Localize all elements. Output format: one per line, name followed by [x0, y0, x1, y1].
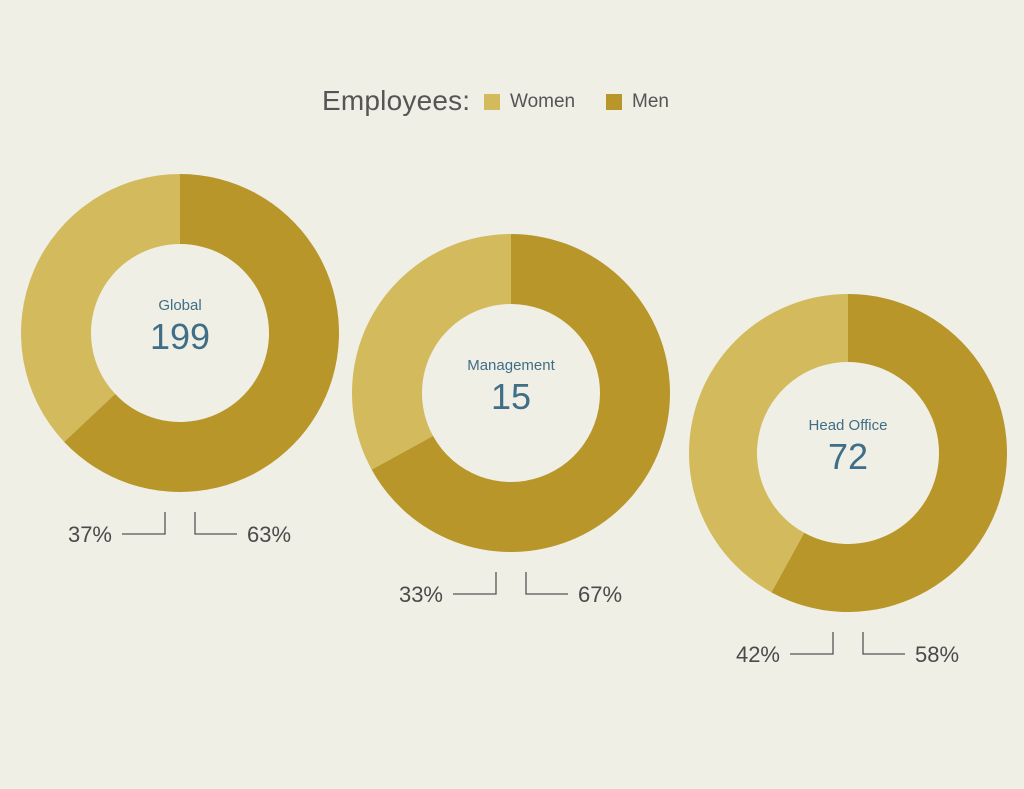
leader-line-men-head-office [862, 632, 905, 655]
donut-head-office: Head Office 72 42% 58% [689, 294, 1007, 667]
percent-label-women-global: 37% [68, 522, 112, 547]
percent-label-men-management: 67% [578, 582, 622, 607]
slice-women-management [351, 233, 511, 470]
donut-global: Global 199 37% 63% [21, 174, 340, 547]
legend-swatch-men [606, 94, 622, 110]
chart-total-management: 15 [491, 376, 531, 417]
leader-line-men-management [525, 572, 568, 595]
chart-name-global: Global [158, 297, 201, 314]
slice-men-global [64, 174, 340, 492]
legend-swatch-women [484, 94, 500, 110]
leader-line-men-global [194, 512, 237, 535]
leader-line-women-global [122, 512, 166, 535]
legend-item-men: Men [606, 91, 669, 113]
percent-label-women-head-office: 42% [736, 642, 780, 667]
slice-women-global [21, 174, 181, 442]
legend-item-women: Women [484, 91, 575, 113]
percent-label-women-management: 33% [399, 582, 443, 607]
legend-label-men: Men [632, 91, 669, 112]
slice-men-management [371, 234, 670, 552]
leader-line-women-management [453, 572, 497, 595]
chart-total-global: 199 [150, 316, 210, 357]
percent-label-men-head-office: 58% [915, 642, 959, 667]
slice-women-head-office [689, 294, 848, 593]
chart-name-head-office: Head Office [809, 417, 888, 434]
donut-management: Management 15 33% 67% [351, 233, 670, 607]
percent-label-men-global: 63% [247, 522, 291, 547]
chart-name-management: Management [467, 357, 555, 374]
slice-men-head-office [771, 294, 1007, 612]
legend-title: Employees: [322, 85, 471, 116]
chart-total-head-office: 72 [828, 436, 868, 477]
leader-line-women-head-office [790, 632, 834, 655]
legend-label-women: Women [510, 91, 576, 112]
